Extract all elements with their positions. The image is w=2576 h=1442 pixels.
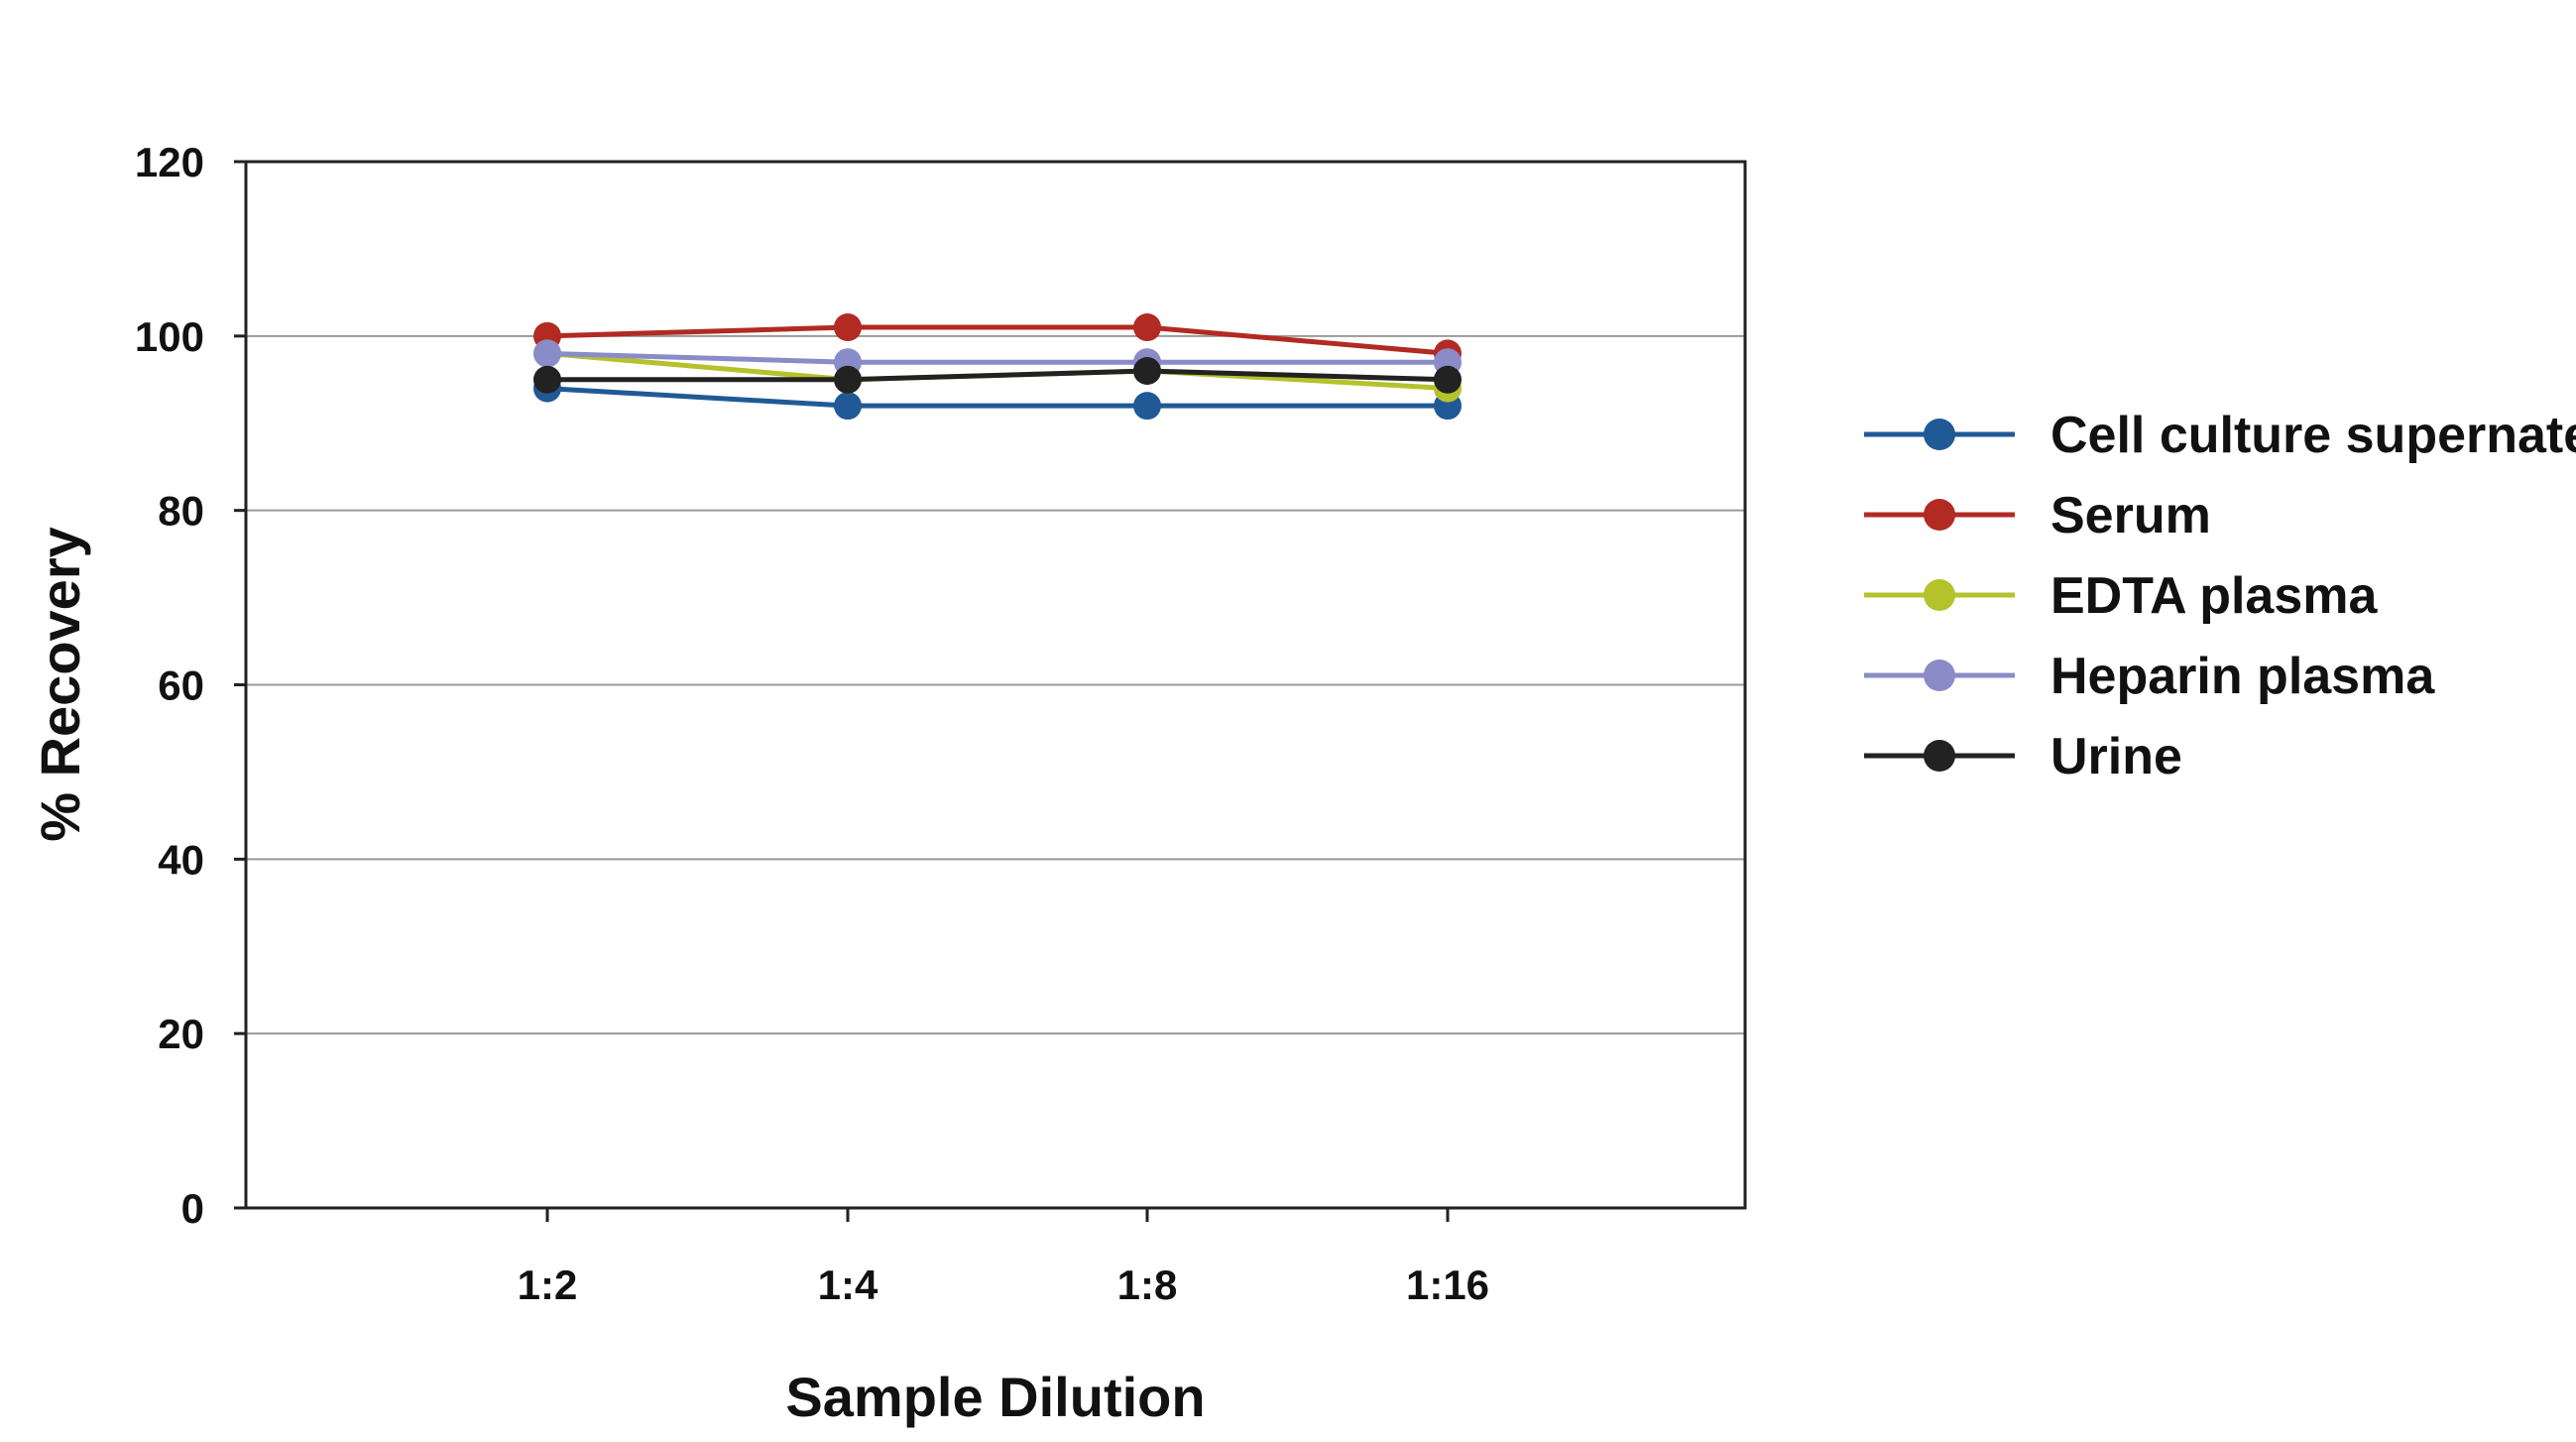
legend-label: EDTA plasma (2050, 567, 2378, 625)
data-point-cell-culture-supernates (834, 392, 862, 421)
legend-marker (1924, 740, 1955, 772)
y-axis-ticks: 0 20 40 60 80 100 120 (135, 139, 246, 1232)
gridlines (246, 334, 1745, 1035)
series-line-urine (547, 368, 1449, 383)
x-tick-label: 1:8 (1117, 1262, 1178, 1308)
y-tick-label: 40 (158, 836, 204, 883)
data-point-urine (834, 365, 862, 394)
data-point-urine (1133, 357, 1161, 385)
legend-label: Heparin plasma (2050, 648, 2435, 705)
legend-label: Serum (2050, 487, 2211, 544)
legend-label: Urine (2050, 728, 2182, 785)
y-tick-label: 120 (135, 139, 204, 185)
legend-item-heparin-plasma: Heparin plasma (1864, 648, 2435, 705)
legend-label: Cell culture supernates (2050, 407, 2576, 464)
legend: Cell culture supernates Serum EDTA plasma H… (1864, 407, 2576, 785)
legend-item-serum: Serum (1864, 487, 2211, 544)
x-tick-label: 1:4 (818, 1262, 878, 1308)
legend-marker (1924, 660, 1955, 691)
series-points (533, 313, 1462, 421)
legend-marker (1924, 499, 1955, 531)
data-point-serum (834, 313, 862, 342)
x-tick-label: 1:16 (1406, 1262, 1489, 1308)
data-point-urine (1434, 365, 1462, 394)
legend-marker (1924, 579, 1955, 611)
y-tick-label: 20 (158, 1011, 204, 1057)
legend-item-urine: Urine (1864, 728, 2182, 785)
series-lines (546, 324, 1449, 409)
data-point-serum (1133, 313, 1161, 342)
y-tick-label: 0 (181, 1185, 204, 1232)
x-axis-ticks: 1:2 1:4 1:8 1:16 (518, 1208, 1489, 1308)
legend-item-cell-culture-supernates: Cell culture supernates (1864, 407, 2576, 464)
legend-item-edta-plasma: EDTA plasma (1864, 567, 2378, 625)
data-point-cell-culture-supernates (1133, 392, 1161, 421)
y-axis-title: % Recovery (29, 527, 91, 842)
series-line-serum (546, 324, 1449, 356)
x-tick-label: 1:2 (518, 1262, 578, 1308)
series-line-cell-culture-supernates (546, 386, 1448, 409)
y-tick-label: 80 (158, 488, 204, 535)
legend-marker (1924, 419, 1955, 450)
y-tick-label: 60 (158, 662, 204, 709)
series-line-heparin-plasma (546, 350, 1448, 365)
data-point-urine (533, 365, 561, 394)
x-axis-title: Sample Dilution (785, 1366, 1205, 1428)
y-tick-label: 100 (135, 313, 204, 360)
data-point-heparin-plasma (533, 339, 561, 368)
